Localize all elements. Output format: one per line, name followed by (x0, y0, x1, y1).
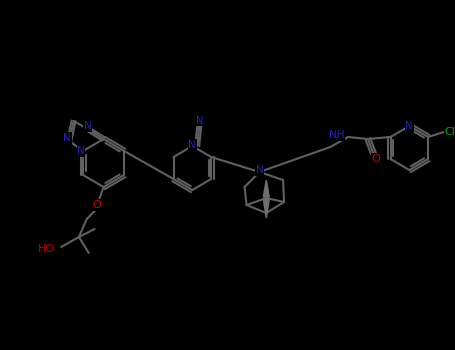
Text: O: O (92, 200, 101, 210)
Text: Cl: Cl (445, 127, 455, 137)
Text: N: N (188, 140, 196, 150)
Text: HO: HO (38, 244, 55, 254)
Polygon shape (263, 180, 269, 197)
Text: N: N (256, 165, 263, 175)
Text: N: N (405, 121, 413, 131)
Text: O: O (371, 154, 380, 164)
Polygon shape (263, 199, 269, 218)
Text: NH: NH (329, 130, 344, 140)
Text: N: N (196, 116, 203, 126)
Text: N: N (84, 121, 91, 131)
Text: N: N (63, 133, 71, 143)
Text: N: N (77, 146, 85, 156)
